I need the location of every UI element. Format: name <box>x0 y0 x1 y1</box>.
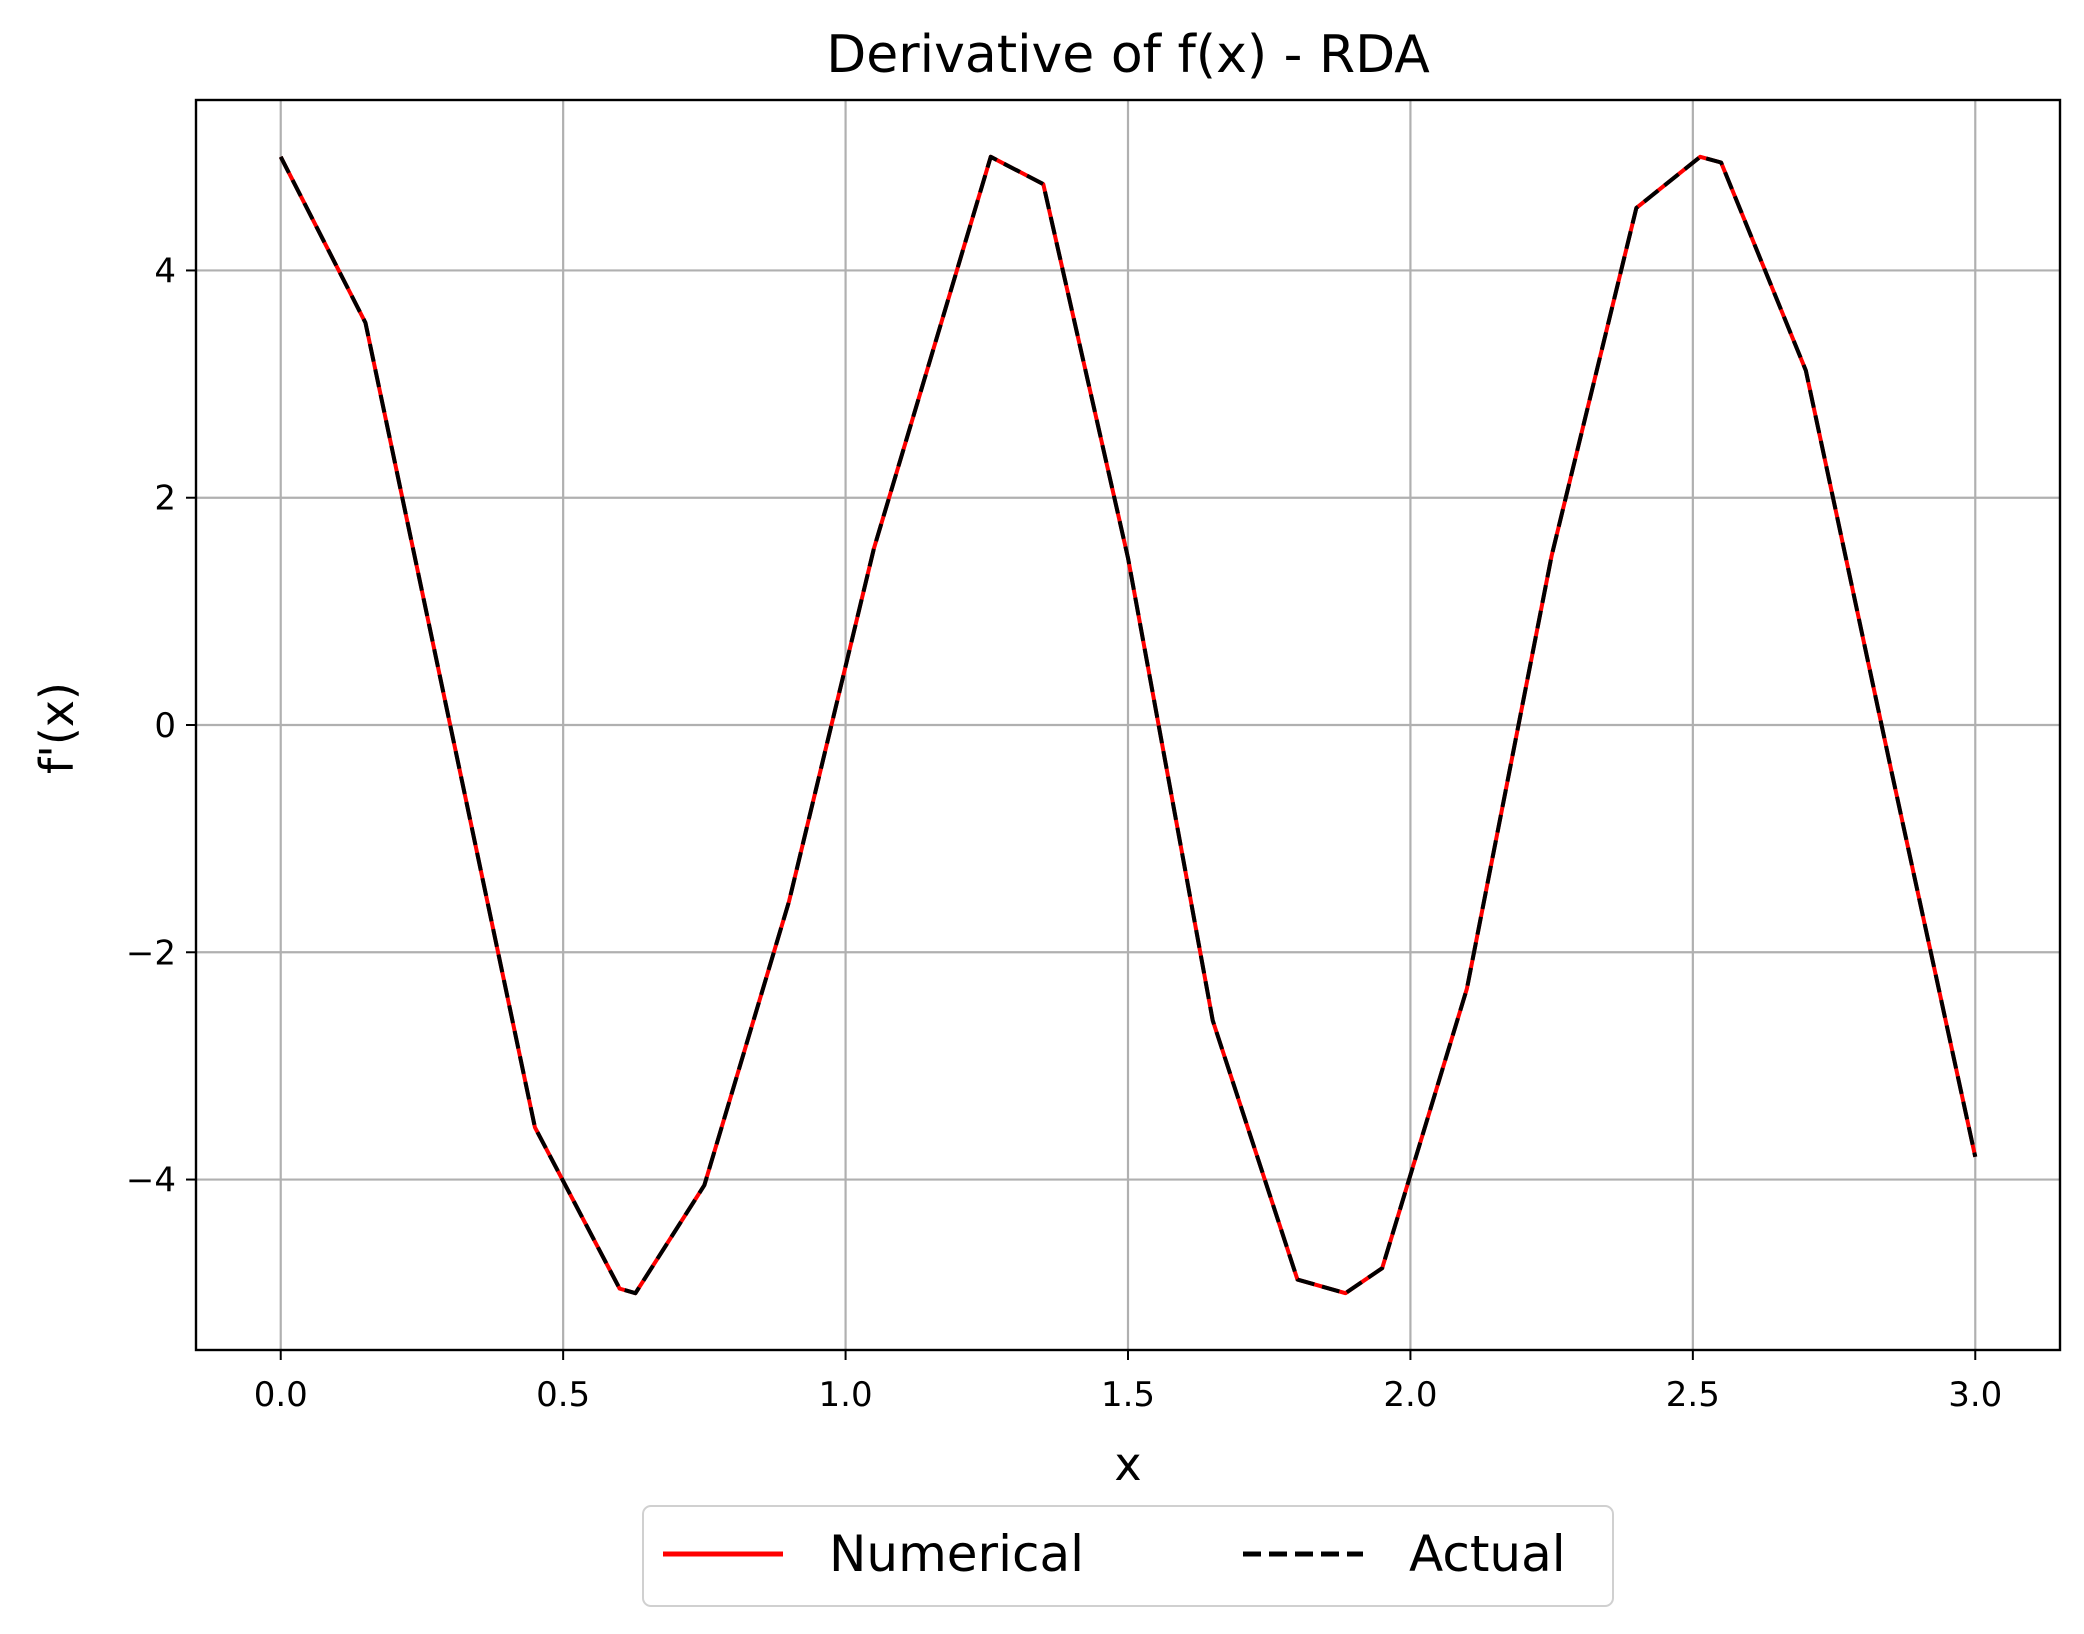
x-tick-label: 1.5 <box>1101 1375 1155 1415</box>
plot-series <box>278 154 1978 1296</box>
x-tick-label: 3.0 <box>1948 1375 2002 1415</box>
x-tick-label: 1.0 <box>819 1375 873 1415</box>
y-tick-label: 4 <box>154 251 176 291</box>
y-axis-label: f'(x) <box>30 682 84 774</box>
legend-numerical-label: Numerical <box>829 1525 1084 1583</box>
x-tick-label: 2.0 <box>1383 1375 1437 1415</box>
y-tick-label: 0 <box>154 706 176 746</box>
y-tick-label: −2 <box>126 933 176 973</box>
x-tick-label: 0.0 <box>254 1375 308 1415</box>
x-tick-label: 0.5 <box>536 1375 590 1415</box>
grid-lines <box>196 100 2060 1350</box>
axis-ticks: 0.0 0.5 1.0 1.5 2.0 2.5 3.0 −4 −2 0 2 4 <box>126 251 2002 1415</box>
y-tick-label: 2 <box>154 479 176 519</box>
legend-actual-label: Actual <box>1409 1525 1566 1583</box>
y-tick-label: −4 <box>126 1161 176 1201</box>
x-axis-label: x <box>1114 1437 1141 1491</box>
series-line-actual <box>278 154 1978 1296</box>
legend: Numerical Actual <box>642 1505 1614 1607</box>
legend-box <box>642 1505 1614 1607</box>
x-tick-label: 2.5 <box>1666 1375 1720 1415</box>
chart-title: Derivative of f(x) - RDA <box>826 25 1430 85</box>
